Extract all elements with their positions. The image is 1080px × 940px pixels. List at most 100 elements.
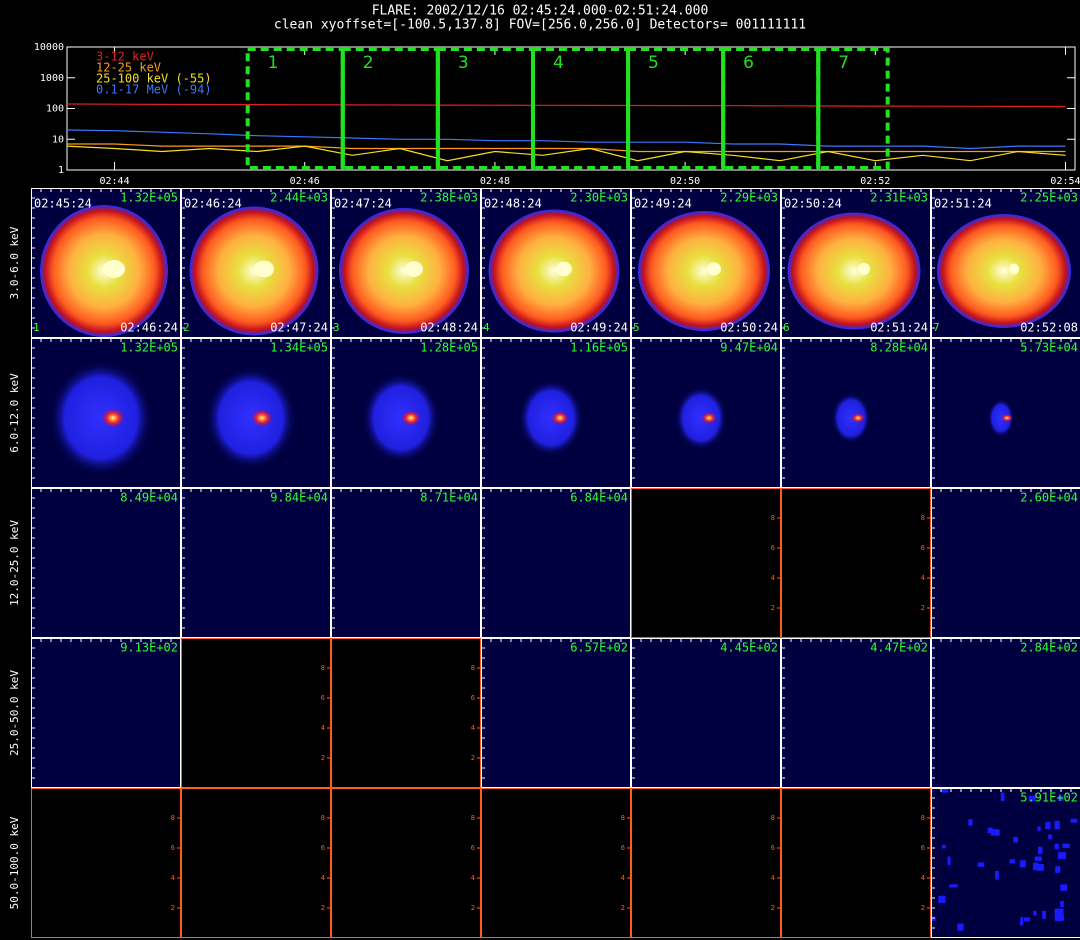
image-cell <box>781 488 931 638</box>
cell-frame <box>31 188 181 338</box>
legend-label: 0.1-17 MeV (-94) <box>96 83 212 97</box>
peak-value: 9.47E+04 <box>720 341 778 355</box>
peak-value: 2.31E+03 <box>870 191 928 205</box>
cell-frame <box>481 638 631 788</box>
empty-tick-label: 2 <box>321 904 325 912</box>
peak-value: 9.13E+02 <box>120 641 178 655</box>
series-line <box>66 129 1066 150</box>
end-time: 02:48:24 <box>420 321 478 335</box>
source-core <box>707 262 721 276</box>
interval-index: 3 <box>333 321 340 334</box>
source-blob <box>189 206 319 336</box>
source-blob <box>787 212 921 330</box>
interval-index: 7 <box>933 321 940 334</box>
cell-frame <box>181 338 331 488</box>
cell-frame <box>931 788 1080 938</box>
source-core <box>405 261 423 277</box>
noise <box>1070 818 1078 823</box>
noise <box>941 844 946 849</box>
row-label: 50.0-100.0 keV <box>8 816 21 909</box>
empty-tick-label: 2 <box>471 904 475 912</box>
cell-frame <box>631 188 781 338</box>
cell-frame <box>931 188 1080 338</box>
peak-value: 9.84E+04 <box>270 491 328 505</box>
noise <box>1034 856 1042 861</box>
empty-tick-label: 2 <box>621 904 625 912</box>
interval-label: 2 <box>363 53 374 73</box>
series-line <box>66 103 1066 108</box>
empty-tick-label: 6 <box>471 844 475 852</box>
empty-frame <box>31 788 181 938</box>
start-time: 02:51:24 <box>934 197 992 211</box>
peak-value: 2.84E+02 <box>1020 641 1078 655</box>
noise <box>1055 866 1061 873</box>
y-tick-label: 10000 <box>34 42 64 53</box>
empty-tick-label: 4 <box>771 874 775 882</box>
source-core <box>701 412 717 424</box>
start-time: 02:48:24 <box>484 197 542 211</box>
noise <box>1033 862 1039 871</box>
source-blob <box>638 211 770 331</box>
empty-frame <box>181 638 331 788</box>
empty-tick-label: 8 <box>321 814 325 822</box>
peak-value: 5.91E+02 <box>1020 791 1078 805</box>
peak-value: 2.38E+03 <box>420 191 478 205</box>
noise <box>1020 917 1024 926</box>
empty-tick-label: 8 <box>921 514 925 522</box>
empty-tick-label: 4 <box>471 724 475 732</box>
noise <box>1013 837 1019 843</box>
empty-tick-label: 8 <box>771 814 775 822</box>
end-time: 02:49:24 <box>570 321 628 335</box>
image-cell <box>31 488 181 638</box>
empty-tick-label: 2 <box>771 904 775 912</box>
cell-frame <box>481 188 631 338</box>
peak-value: 1.16E+05 <box>570 341 628 355</box>
noise <box>1024 917 1031 922</box>
image-cell <box>931 488 1080 638</box>
noise <box>1009 859 1016 864</box>
empty-tick-label: 4 <box>471 874 475 882</box>
empty-tick-label: 8 <box>471 664 475 672</box>
empty-frame <box>781 488 931 638</box>
empty-tick-label: 8 <box>771 514 775 522</box>
image-cell <box>181 638 331 788</box>
legend-label: 25-100 keV (-55) <box>96 72 212 86</box>
interval-label: 1 <box>268 53 279 73</box>
end-time: 02:46:24 <box>120 321 178 335</box>
peak-value: 6.57E+02 <box>570 641 628 655</box>
noise <box>994 871 999 880</box>
image-cell <box>181 788 331 938</box>
cell-frame <box>331 488 481 638</box>
peak-value: 2.60E+04 <box>1020 491 1078 505</box>
title: FLARE: 2002/12/16 02:45:24.000-02:51:24.… <box>372 4 709 19</box>
noise <box>941 788 949 793</box>
noise <box>1038 846 1043 855</box>
noise <box>938 895 946 904</box>
noise <box>1042 910 1046 919</box>
x-tick-label: 02:48 <box>480 176 510 187</box>
cell-frame <box>631 638 781 788</box>
noise <box>1028 795 1036 802</box>
empty-frame <box>631 488 781 638</box>
cell-frame <box>31 638 181 788</box>
noise <box>1045 821 1051 830</box>
noise <box>1058 795 1064 801</box>
cell-frame <box>181 188 331 338</box>
interval-index: 4 <box>483 321 490 334</box>
x-tick-label: 02:46 <box>290 176 320 187</box>
noise <box>947 856 951 865</box>
noise <box>1000 792 1005 802</box>
image-cell <box>331 638 481 788</box>
start-time: 02:47:24 <box>334 197 392 211</box>
end-time: 02:51:24 <box>870 321 928 335</box>
legend-label: 3-12 keV <box>96 50 154 64</box>
empty-frame <box>331 638 481 788</box>
image-cell <box>631 788 781 938</box>
peak-value: 8.49E+04 <box>120 491 178 505</box>
noise <box>1037 826 1041 832</box>
noise <box>1057 852 1067 859</box>
peak-value: 1.32E+05 <box>120 191 178 205</box>
empty-tick-label: 4 <box>771 574 775 582</box>
end-time: 02:47:24 <box>270 321 328 335</box>
